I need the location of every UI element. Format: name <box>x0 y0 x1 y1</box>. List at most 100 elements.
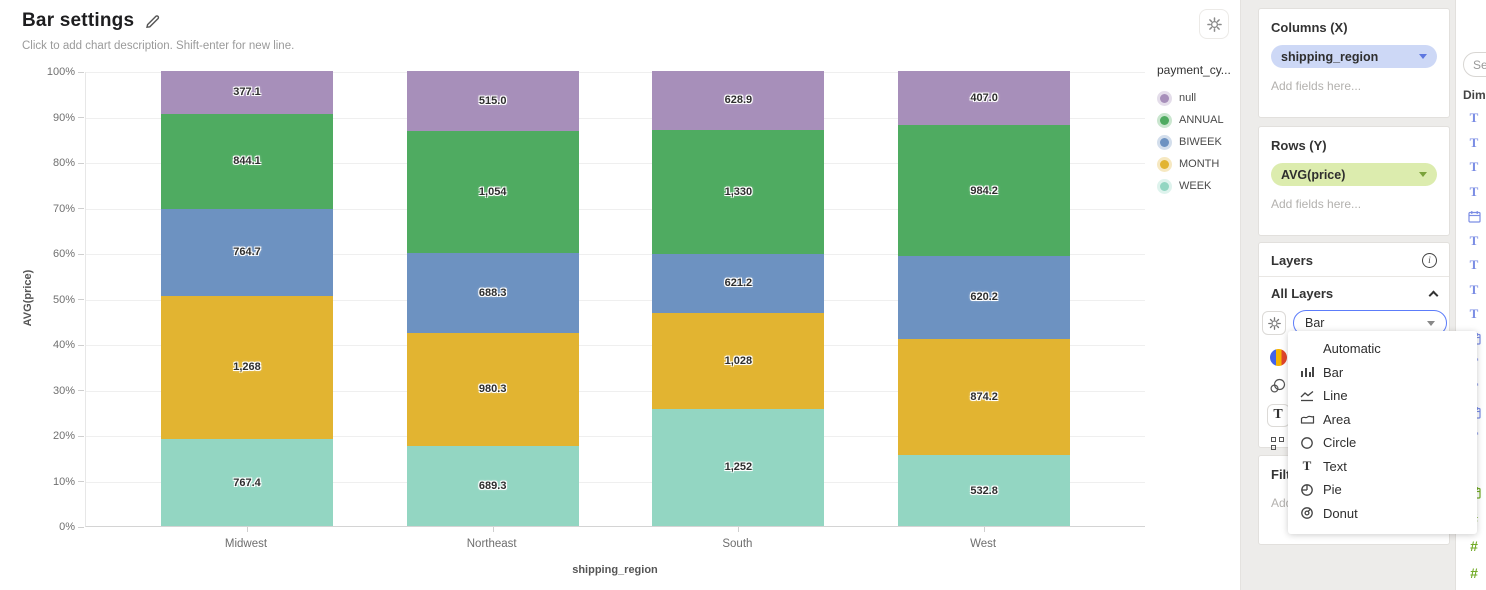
y-tick-label: 50% <box>0 293 84 307</box>
bar-segment-month[interactable]: 874.2 <box>898 338 1071 456</box>
search-placeholder: Search <box>1473 57 1486 72</box>
fields-search-input[interactable]: Search <box>1463 52 1486 77</box>
layer-settings-button[interactable] <box>1262 311 1286 335</box>
legend-item[interactable]: BIWEEK <box>1157 131 1243 153</box>
line-chart-icon <box>1299 388 1315 404</box>
legend-item[interactable]: WEEK <box>1157 175 1243 197</box>
chart-description-placeholder[interactable]: Click to add chart description. Shift-en… <box>22 40 295 52</box>
legend-swatch-icon <box>1160 93 1169 103</box>
legend-label: WEEK <box>1179 180 1212 192</box>
gridline <box>86 481 1145 483</box>
text-field-icon[interactable]: T <box>1469 134 1479 150</box>
bar-segment-week[interactable]: 767.4 <box>161 439 333 526</box>
menu-item-label: Bar <box>1323 364 1344 380</box>
area-chart-icon <box>1299 411 1315 427</box>
bar-segment-annual[interactable]: 984.2 <box>898 125 1071 257</box>
bar-segment-month[interactable]: 980.3 <box>406 332 579 447</box>
bar-value-label: 688.3 <box>478 286 507 299</box>
legend-label: ANNUAL <box>1179 114 1224 126</box>
edit-pencil-icon[interactable] <box>144 13 161 30</box>
legend-item[interactable]: ANNUAL <box>1157 109 1243 131</box>
bar-value-label: 844.1 <box>233 155 261 168</box>
menu-item-circle[interactable]: Circle <box>1288 431 1477 455</box>
bar-segment-biweek[interactable]: 688.3 <box>406 252 579 333</box>
text-format-icon[interactable]: T <box>1266 403 1290 427</box>
legend-item[interactable]: MONTH <box>1157 153 1243 175</box>
text-field-icon[interactable]: T <box>1469 183 1479 199</box>
menu-item-bar[interactable]: Bar <box>1288 361 1477 385</box>
color-palette-icon[interactable] <box>1266 345 1290 369</box>
donut-chart-icon <box>1299 505 1315 521</box>
text-field-icon[interactable]: T <box>1469 281 1479 297</box>
bar-value-label: 874.2 <box>970 390 998 403</box>
opacity-circles-icon[interactable] <box>1266 374 1290 398</box>
rows-add-fields-placeholder[interactable]: Add fields here... <box>1271 197 1362 211</box>
chevron-up-icon[interactable] <box>1428 290 1439 301</box>
bar-segment-week[interactable]: 532.8 <box>898 455 1071 526</box>
info-icon[interactable]: i <box>1422 253 1437 268</box>
chevron-down-icon <box>1427 320 1435 326</box>
bar-segment-null[interactable]: 377.1 <box>161 71 333 114</box>
menu-item-text[interactable]: T Text <box>1288 455 1477 479</box>
x-category-label: West <box>970 538 997 550</box>
bar-segment-biweek[interactable]: 621.2 <box>652 254 825 313</box>
legend-swatch-icon <box>1160 181 1169 191</box>
menu-item-label: Circle <box>1323 435 1357 451</box>
chart-card: Bar settings Click to add chart descript… <box>0 9 1243 576</box>
y-axis-title: AVG(price) <box>22 269 34 327</box>
menu-item-line[interactable]: Line <box>1288 384 1477 408</box>
bar-segment-annual[interactable]: 844.1 <box>161 113 333 210</box>
legend-item[interactable]: null <box>1157 87 1243 109</box>
y-tick-label: 20% <box>0 429 84 443</box>
bar-segment-month[interactable]: 1,028 <box>652 312 825 409</box>
gridline <box>86 208 1145 210</box>
date-field-icon[interactable] <box>1466 208 1482 224</box>
bar-segment-biweek[interactable]: 620.2 <box>898 256 1071 339</box>
bar-value-label: 407.0 <box>970 92 998 105</box>
bar-segment-annual[interactable]: 1,330 <box>652 129 825 255</box>
legend-label: BIWEEK <box>1179 136 1222 148</box>
gridline <box>86 436 1145 437</box>
bar-value-label: 377.1 <box>233 86 261 99</box>
bar-value-label: 767.4 <box>233 476 261 489</box>
rows-field-pill-label: AVG(price) <box>1281 167 1346 182</box>
bar-segment-biweek[interactable]: 764.7 <box>161 209 333 296</box>
bar-value-label: 515.0 <box>478 94 507 107</box>
rows-field-pill[interactable]: AVG(price) <box>1271 163 1437 186</box>
bar-segment-month[interactable]: 1,268 <box>161 295 333 440</box>
chevron-down-icon[interactable] <box>1419 54 1427 59</box>
chart-settings-button[interactable] <box>1199 9 1229 39</box>
bar-value-label: 620.2 <box>970 291 998 304</box>
text-field-icon[interactable]: T <box>1469 232 1479 248</box>
legend-swatch-icon <box>1160 137 1169 147</box>
bar-segment-annual[interactable]: 1,054 <box>406 130 579 253</box>
number-field-icon[interactable]: # <box>1470 565 1478 581</box>
columns-field-pill[interactable]: shipping_region <box>1271 45 1437 68</box>
circle-chart-icon <box>1299 435 1315 451</box>
menu-item-donut[interactable]: Donut <box>1288 502 1477 526</box>
text-field-icon[interactable]: T <box>1469 110 1479 125</box>
size-squares-icon[interactable] <box>1266 432 1290 456</box>
bar-value-label: 1,252 <box>724 461 753 474</box>
number-field-icon[interactable]: # <box>1470 538 1478 554</box>
bar-segment-null[interactable]: 515.0 <box>406 71 579 131</box>
columns-add-fields-placeholder[interactable]: Add fields here... <box>1271 79 1362 93</box>
chevron-down-icon[interactable] <box>1419 172 1427 177</box>
chart-title[interactable]: Bar settings <box>22 10 135 31</box>
x-category-label: Midwest <box>224 538 268 550</box>
menu-item-label: Text <box>1323 458 1347 474</box>
text-field-icon[interactable]: T <box>1469 306 1479 321</box>
bar-segment-null[interactable]: 407.0 <box>898 71 1071 126</box>
legend-label: MONTH <box>1179 158 1220 170</box>
bar-segment-week[interactable]: 689.3 <box>406 446 579 526</box>
menu-item-pie[interactable]: Pie <box>1288 478 1477 502</box>
rows-y-card: Rows (Y) AVG(price) Add fields here... <box>1258 126 1450 236</box>
bar-segment-week[interactable]: 1,252 <box>652 408 825 526</box>
menu-item-automatic[interactable]: Automatic <box>1288 337 1477 361</box>
mark-type-dropdown-menu: Automatic Bar Line Area Circle T Text Pie Donut <box>1288 331 1477 534</box>
menu-item-area[interactable]: Area <box>1288 408 1477 432</box>
bar-segment-null[interactable]: 628.9 <box>652 71 825 130</box>
text-field-icon[interactable]: T <box>1469 257 1479 272</box>
x-category-label: Northeast <box>466 538 517 550</box>
text-field-icon[interactable]: T <box>1469 159 1479 174</box>
